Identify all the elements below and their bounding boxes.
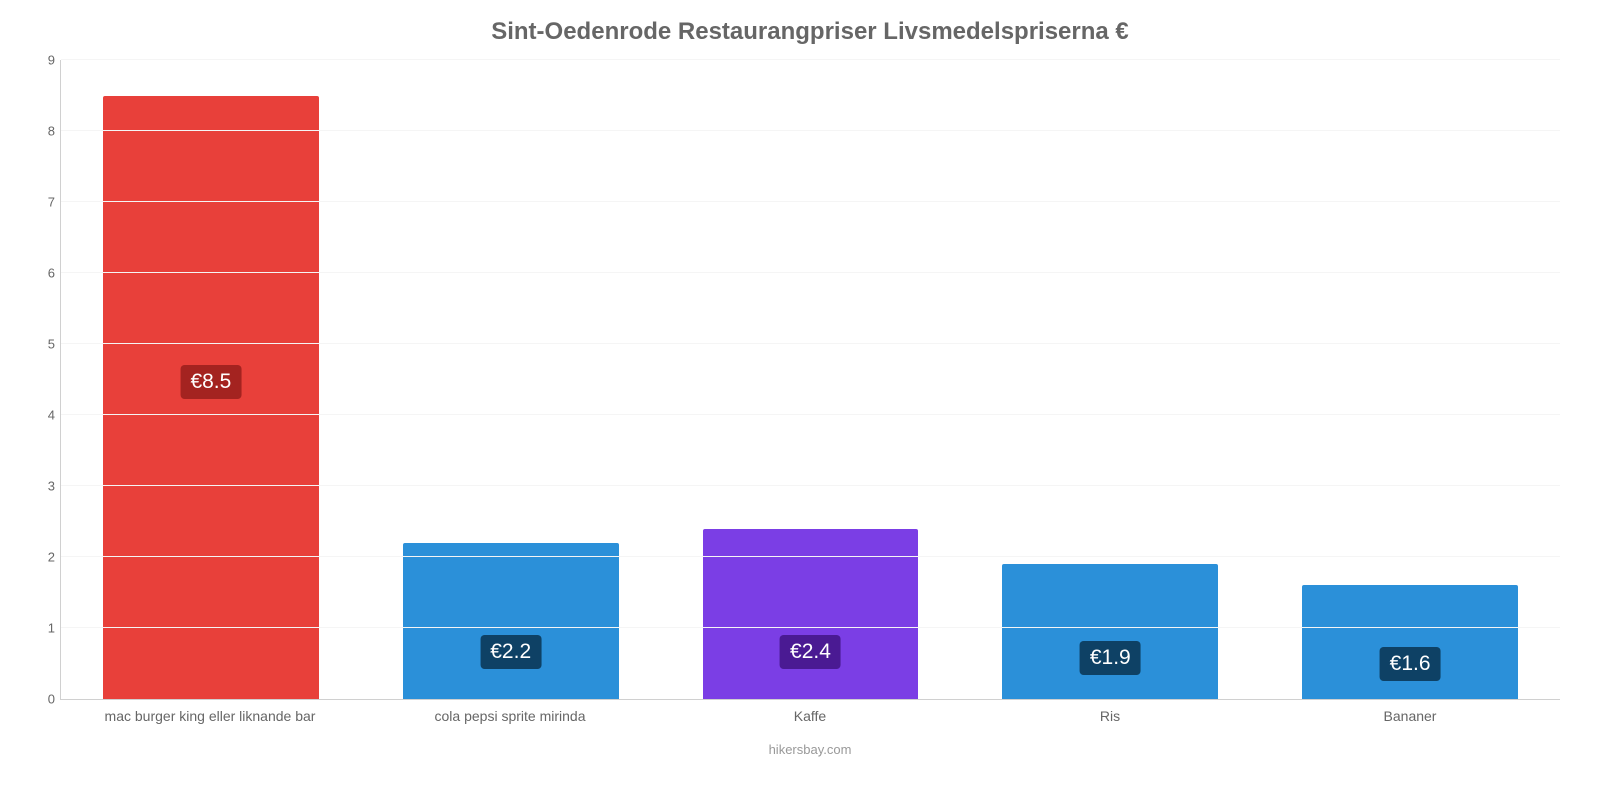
grid-line (61, 343, 1560, 344)
y-tick-label: 2 (31, 550, 55, 565)
plot-area: €8.5€2.2€2.4€1.9€1.6 0123456789 (60, 60, 1560, 700)
bar-slot: €1.9 (960, 60, 1260, 699)
grid-line (61, 485, 1560, 486)
x-axis-labels: mac burger king eller liknande barcola p… (60, 708, 1560, 724)
bar: €8.5 (103, 96, 319, 700)
y-tick-label: 1 (31, 621, 55, 636)
bar-value-badge: €8.5 (180, 365, 241, 399)
y-tick-label: 3 (31, 479, 55, 494)
bar-series: €8.5 €2.2 €2.4 €1.9 €1.6 (61, 60, 1560, 699)
chart-container: Sint-Oedenrode Restaurangpriser Livsmede… (0, 0, 1600, 800)
x-tick-label: Bananer (1260, 708, 1560, 724)
grid-line (61, 130, 1560, 131)
y-tick-label: 5 (31, 337, 55, 352)
grid-line (61, 414, 1560, 415)
grid-line (61, 201, 1560, 202)
grid-line (61, 556, 1560, 557)
bar: €2.2 (403, 543, 619, 699)
x-tick-label: Kaffe (660, 708, 960, 724)
bar-slot: €2.2 (361, 60, 661, 699)
grid-line (61, 272, 1560, 273)
chart-title: Sint-Oedenrode Restaurangpriser Livsmede… (60, 10, 1560, 60)
bar-slot: €8.5 (61, 60, 361, 699)
bar-slot: €2.4 (661, 60, 961, 699)
bar-value-badge: €1.9 (1080, 641, 1141, 675)
bar-value-badge: €1.6 (1380, 647, 1441, 681)
bar: €1.9 (1002, 564, 1218, 699)
y-tick-label: 0 (31, 692, 55, 707)
y-tick-label: 4 (31, 408, 55, 423)
y-tick-label: 6 (31, 266, 55, 281)
bar: €2.4 (703, 529, 919, 699)
bar-slot: €1.6 (1260, 60, 1560, 699)
x-tick-label: Ris (960, 708, 1260, 724)
y-tick-label: 8 (31, 124, 55, 139)
bar: €1.6 (1302, 585, 1518, 699)
bar-value-badge: €2.4 (780, 635, 841, 669)
y-tick-label: 7 (31, 195, 55, 210)
attribution-text: hikersbay.com (60, 742, 1560, 757)
bar-value-badge: €2.2 (480, 635, 541, 669)
x-tick-label: cola pepsi sprite mirinda (360, 708, 660, 724)
grid-line (61, 59, 1560, 60)
grid-line (61, 627, 1560, 628)
y-tick-label: 9 (31, 53, 55, 68)
x-tick-label: mac burger king eller liknande bar (60, 708, 360, 724)
